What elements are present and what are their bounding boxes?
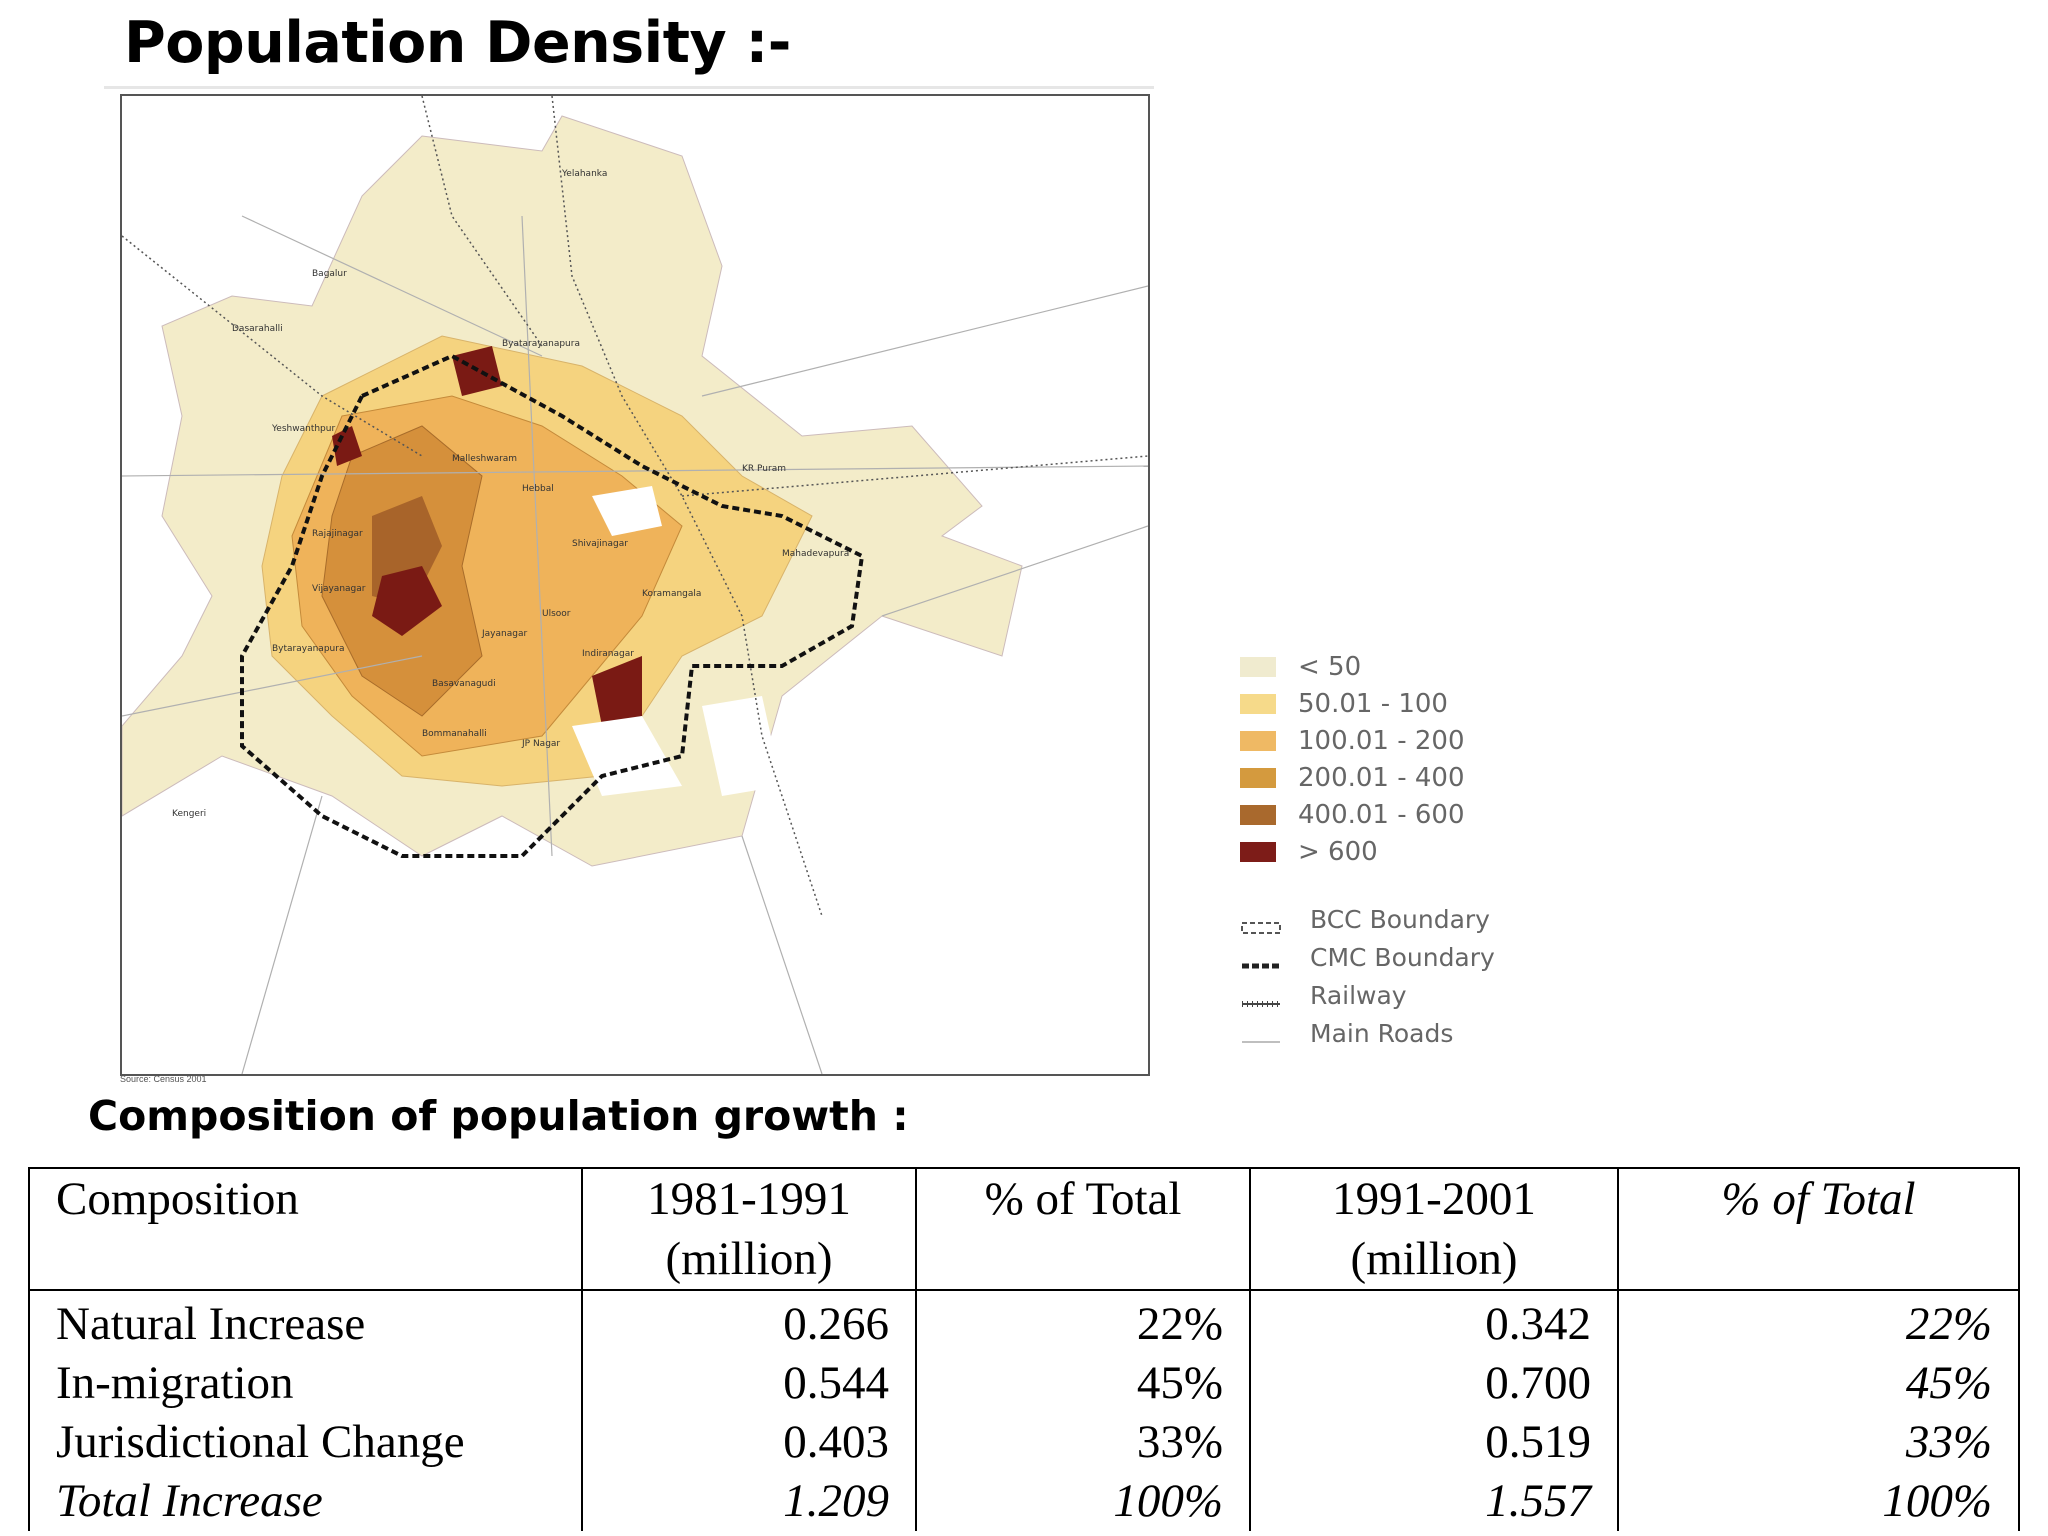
legend-label: > 600 [1298, 837, 1378, 867]
map-place-label: KR Puram [742, 464, 786, 474]
dashed-box-icon [1240, 912, 1284, 926]
cell-composition: Total Increase [29, 1472, 582, 1531]
legend-item: 200.01 - 400 [1240, 759, 1540, 796]
line-legend: BCC Boundary CMC Boundary Railway Main Road… [1240, 900, 1540, 1052]
legend-item: Main Roads [1240, 1014, 1540, 1052]
legend-item: BCC Boundary [1240, 900, 1540, 938]
map-place-label: Mahadevapura [782, 549, 849, 559]
legend-item: Railway [1240, 976, 1540, 1014]
thin-line-icon [1240, 1026, 1284, 1040]
legend-swatch [1240, 768, 1276, 788]
map-place-label: Dasarahalli [232, 324, 283, 334]
table-row-total: Total Increase 1.209 100% 1.557 100% [29, 1472, 2019, 1531]
legend-label: 400.01 - 600 [1298, 800, 1465, 830]
map-place-label: Indiranagar [582, 649, 634, 659]
map-place-label: Koramangala [642, 589, 701, 599]
page-title: Population Density :- [124, 10, 791, 76]
population-growth-table: Composition 1981-1991 (million) % of Tot… [28, 1167, 2020, 1531]
header-pct-1: % of Total [916, 1168, 1250, 1290]
map-place-label: Ulsoor [542, 609, 571, 619]
map-place-label: Kengeri [172, 809, 206, 819]
cell-percent: 22% [1618, 1290, 2019, 1354]
legend-item: 400.01 - 600 [1240, 796, 1540, 833]
map-place-label: Bagalur [312, 269, 347, 279]
cell-value: 1.209 [582, 1472, 916, 1531]
thick-dash-icon [1240, 950, 1284, 964]
legend-swatch [1240, 657, 1276, 677]
legend-item: 100.01 - 200 [1240, 722, 1540, 759]
cell-value: 0.403 [582, 1413, 916, 1472]
cell-value: 0.519 [1250, 1413, 1618, 1472]
cell-percent: 45% [916, 1354, 1250, 1413]
main-road [702, 286, 1148, 396]
density-map-graphic: Yelahanka Bagalur Dasarahalli Byatarayanapu… [122, 96, 1148, 1074]
cell-value: 0.544 [582, 1354, 916, 1413]
legend-item: 50.01 - 100 [1240, 685, 1540, 722]
legend-label: Railway [1310, 981, 1407, 1010]
header-pct-2: % of Total [1618, 1168, 2019, 1290]
map-place-label: Basavanagudi [432, 679, 496, 689]
population-density-map: Yelahanka Bagalur Dasarahalli Byatarayanapu… [120, 94, 1150, 1076]
legend-label: 100.01 - 200 [1298, 726, 1465, 756]
legend-label: 200.01 - 400 [1298, 763, 1465, 793]
cell-percent: 100% [916, 1472, 1250, 1531]
map-place-label: Yeshwanthpur [271, 424, 335, 434]
map-place-label: Vijayanagar [312, 584, 366, 594]
legend-item: < 50 [1240, 648, 1540, 685]
cell-composition: Jurisdictional Change [29, 1413, 582, 1472]
legend-swatch [1240, 731, 1276, 751]
map-place-label: Bytarayanapura [272, 644, 344, 654]
map-place-label: Jayanagar [481, 629, 527, 639]
legend-swatch [1240, 842, 1276, 862]
cell-composition: In-migration [29, 1354, 582, 1413]
legend-item: CMC Boundary [1240, 938, 1540, 976]
legend-label: BCC Boundary [1310, 905, 1490, 934]
legend-label: < 50 [1298, 652, 1361, 682]
main-road [742, 836, 822, 1074]
density-legend: < 50 50.01 - 100 100.01 - 200 200.01 - 400 4… [1240, 648, 1540, 870]
map-place-label: JP Nagar [521, 739, 560, 749]
table-row: Jurisdictional Change 0.403 33% 0.519 33… [29, 1413, 2019, 1472]
cell-composition: Natural Increase [29, 1290, 582, 1354]
header-1981-1991: 1981-1991 (million) [582, 1168, 916, 1290]
map-legend: < 50 50.01 - 100 100.01 - 200 200.01 - 400 4… [1240, 648, 1540, 1052]
map-place-label: Byatarayanapura [502, 339, 580, 349]
table-row: Natural Increase 0.266 22% 0.342 22% [29, 1290, 2019, 1354]
cell-percent: 33% [916, 1413, 1250, 1472]
cell-value: 1.557 [1250, 1472, 1618, 1531]
legend-swatch [1240, 694, 1276, 714]
section-title: Composition of population growth : [88, 1092, 909, 1140]
cell-percent: 100% [1618, 1472, 2019, 1531]
cell-value: 0.342 [1250, 1290, 1618, 1354]
table-row: In-migration 0.544 45% 0.700 45% [29, 1354, 2019, 1413]
cell-value: 0.700 [1250, 1354, 1618, 1413]
map-place-label: Shivajinagar [572, 539, 628, 549]
table-header-row: Composition 1981-1991 (million) % of Tot… [29, 1168, 2019, 1290]
header-1991-2001: 1991-2001 (million) [1250, 1168, 1618, 1290]
map-place-label: Rajajinagar [312, 529, 363, 539]
legend-swatch [1240, 805, 1276, 825]
map-place-label: Malleshwaram [452, 454, 517, 464]
legend-item: > 600 [1240, 833, 1540, 870]
legend-label: Main Roads [1310, 1019, 1453, 1048]
main-road [242, 796, 322, 1074]
cell-percent: 22% [916, 1290, 1250, 1354]
cell-percent: 45% [1618, 1354, 2019, 1413]
map-place-label: Yelahanka [561, 169, 607, 179]
cell-value: 0.266 [582, 1290, 916, 1354]
legend-label: 50.01 - 100 [1298, 689, 1448, 719]
map-place-label: Hebbal [522, 484, 554, 494]
map-place-label: Bommanahalli [422, 729, 487, 739]
map-source-note: Source: Census 2001 [120, 1074, 207, 1084]
railway-icon [1240, 988, 1284, 1002]
header-composition: Composition [29, 1168, 582, 1290]
cell-percent: 33% [1618, 1413, 2019, 1472]
legend-label: CMC Boundary [1310, 943, 1495, 972]
